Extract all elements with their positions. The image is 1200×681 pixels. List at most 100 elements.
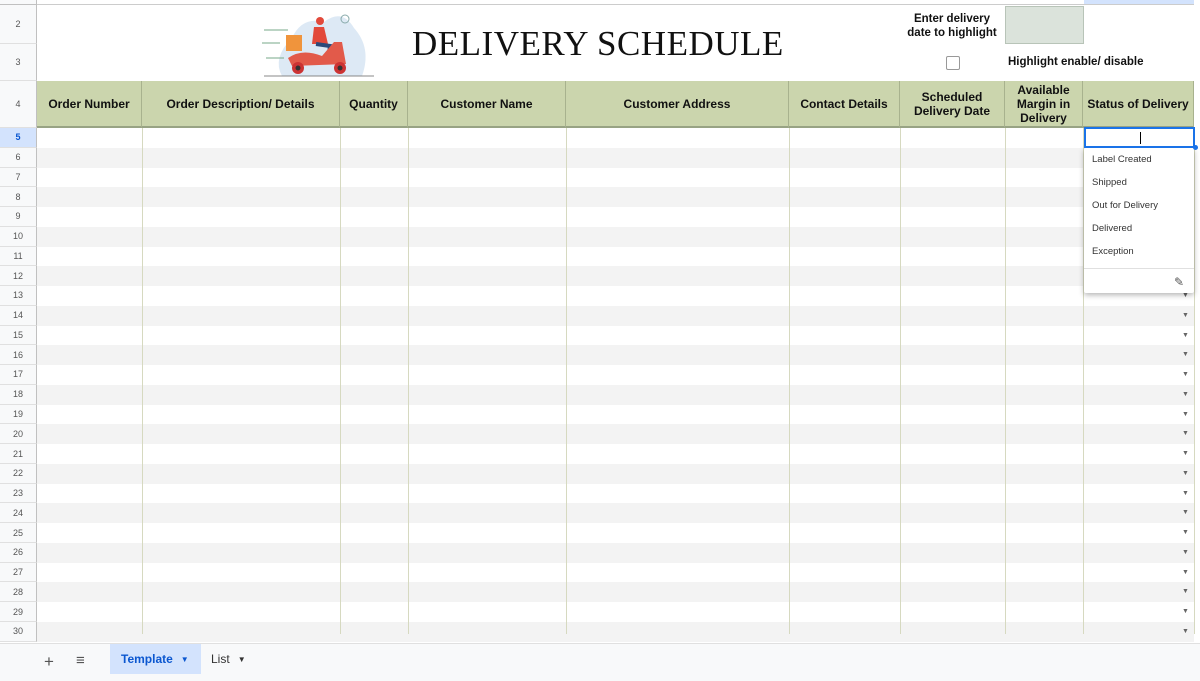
row-header-14[interactable]: 14 [0,305,37,326]
status-option-delivered[interactable]: Delivered [1092,223,1133,234]
table-row[interactable] [37,226,1194,247]
column-header-available-margin-in-delivery[interactable]: Available Margin in Delivery [1005,81,1083,128]
status-option-label-created[interactable]: Label Created [1092,154,1152,165]
row-header-4[interactable]: 4 [0,81,37,128]
row-header-21[interactable]: 21 [0,444,37,464]
status-option-shipped[interactable]: Shipped [1092,177,1127,188]
column-header-scheduled-delivery-date[interactable]: Scheduled Delivery Date [900,81,1005,128]
table-row[interactable] [37,325,1194,346]
column-header-customer-name[interactable]: Customer Name [408,81,566,128]
column-header-customer-address[interactable]: Customer Address [566,81,789,128]
row-header-1[interactable] [0,0,37,5]
fill-handle[interactable] [1193,145,1198,150]
pencil-icon[interactable]: ✎ [1173,275,1184,289]
column-header-status-of-delivery[interactable]: Status of Delivery [1083,81,1194,128]
status-dropdown-arrow-icon[interactable]: ▼ [1182,410,1189,418]
table-row[interactable] [37,503,1194,524]
status-dropdown-arrow-icon[interactable]: ▼ [1182,469,1189,477]
row-header-18[interactable]: 18 [0,384,37,405]
column-header-order-description-details[interactable]: Order Description/ Details [142,81,340,128]
column-header-contact-details[interactable]: Contact Details [789,81,900,128]
row-header-16[interactable]: 16 [0,345,37,366]
table-row[interactable] [37,266,1194,287]
status-option-exception[interactable]: Exception [1092,246,1134,257]
status-dropdown-arrow-icon[interactable]: ▼ [1182,489,1189,497]
status-option-out-for-delivery[interactable]: Out for Delivery [1092,200,1158,211]
row-header-17[interactable]: 17 [0,365,37,385]
highlight-checkbox[interactable] [946,56,960,70]
status-dropdown-arrow-icon[interactable]: ▼ [1182,548,1189,556]
row-header-22[interactable]: 22 [0,463,37,484]
table-row[interactable] [37,404,1194,425]
column-divider [340,128,341,634]
status-dropdown-arrow-icon[interactable]: ▼ [1182,292,1189,300]
sheet-tab-list[interactable]: List ▼ [201,644,246,674]
status-dropdown-arrow-icon[interactable]: ▼ [1182,371,1189,379]
row-header-27[interactable]: 27 [0,562,37,583]
row-header-2[interactable]: 2 [0,5,37,44]
status-cell-editor[interactable] [1084,127,1195,148]
status-dropdown-arrow-icon[interactable]: ▼ [1182,351,1189,359]
row-header-3[interactable]: 3 [0,44,37,81]
chevron-down-icon[interactable]: ▼ [180,654,189,664]
table-row[interactable] [37,562,1194,583]
table-row[interactable] [37,444,1194,464]
status-dropdown-arrow-icon[interactable]: ▼ [1182,529,1189,537]
all-sheets-menu-icon[interactable]: ≡ [76,652,85,669]
table-row[interactable] [37,305,1194,326]
status-dropdown-arrow-icon[interactable]: ▼ [1182,311,1189,319]
status-dropdown-arrow-icon[interactable]: ▼ [1182,588,1189,596]
table-row[interactable] [37,207,1194,227]
status-dropdown-arrow-icon[interactable]: ▼ [1182,509,1189,517]
row-header-26[interactable]: 26 [0,542,37,563]
status-dropdown-arrow-icon[interactable]: ▼ [1182,430,1189,438]
table-row[interactable] [37,128,1194,148]
row-header-13[interactable]: 13 [0,286,37,306]
table-row[interactable] [37,384,1194,405]
status-dropdown-arrow-icon[interactable]: ▼ [1182,390,1189,398]
highlight-date-input[interactable] [1005,6,1084,44]
row-header-5[interactable]: 5 [0,128,37,148]
row-header-20[interactable]: 20 [0,424,37,445]
table-row[interactable] [37,582,1194,603]
table-row[interactable] [37,602,1194,622]
row-header-25[interactable]: 25 [0,523,37,543]
table-row[interactable] [37,246,1194,267]
row-header-9[interactable]: 9 [0,207,37,227]
table-row[interactable] [37,483,1194,504]
row-header-30[interactable]: 30 [0,622,37,642]
table-row[interactable] [37,187,1194,208]
column-header-quantity[interactable]: Quantity [340,81,408,128]
table-row[interactable] [37,523,1194,543]
status-dropdown-arrow-icon[interactable]: ▼ [1182,608,1189,616]
status-dropdown-arrow-icon[interactable]: ▼ [1182,450,1189,458]
row-header-11[interactable]: 11 [0,246,37,267]
row-header-29[interactable]: 29 [0,602,37,622]
row-header-23[interactable]: 23 [0,483,37,504]
status-dropdown-arrow-icon[interactable]: ▼ [1182,568,1189,576]
table-row[interactable] [37,286,1194,306]
sheet-tab-template[interactable]: Template ▼ [110,644,201,674]
table-row[interactable] [37,542,1194,563]
table-row[interactable] [37,147,1194,168]
status-dropdown-arrow-icon[interactable]: ▼ [1182,628,1189,635]
row-header-8[interactable]: 8 [0,187,37,208]
table-row[interactable] [37,167,1194,188]
row-header-10[interactable]: 10 [0,226,37,247]
column-header-order-number[interactable]: Order Number [37,81,142,128]
table-row[interactable] [37,463,1194,484]
row-header-7[interactable]: 7 [0,167,37,188]
table-row[interactable] [37,622,1194,642]
table-row[interactable] [37,345,1194,366]
status-dropdown-arrow-icon[interactable]: ▼ [1182,331,1189,339]
row-header-28[interactable]: 28 [0,582,37,603]
row-header-12[interactable]: 12 [0,266,37,287]
table-row[interactable] [37,424,1194,445]
row-header-6[interactable]: 6 [0,147,37,168]
chevron-down-icon[interactable]: ▼ [237,654,246,664]
row-header-24[interactable]: 24 [0,503,37,524]
table-row[interactable] [37,365,1194,385]
row-header-19[interactable]: 19 [0,404,37,425]
add-sheet-icon[interactable]: + [44,652,54,671]
row-header-15[interactable]: 15 [0,325,37,346]
